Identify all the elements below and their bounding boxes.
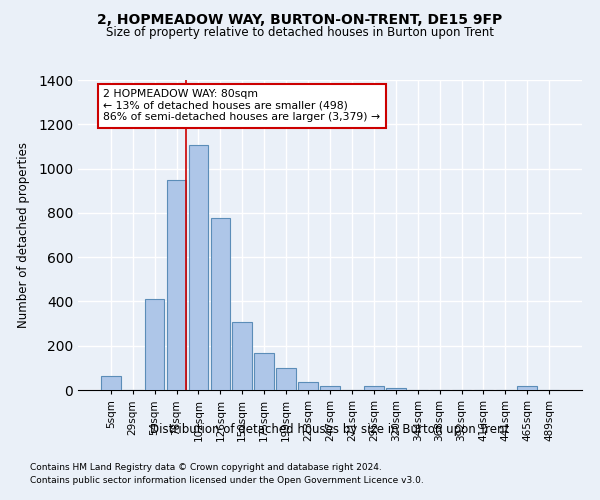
Bar <box>386 388 406 390</box>
Bar <box>188 146 208 390</box>
Bar <box>364 386 384 390</box>
Text: Contains HM Land Registry data © Crown copyright and database right 2024.: Contains HM Land Registry data © Crown c… <box>30 464 382 472</box>
Text: Distribution of detached houses by size in Burton upon Trent: Distribution of detached houses by size … <box>151 422 509 436</box>
Text: 2, HOPMEADOW WAY, BURTON-ON-TRENT, DE15 9FP: 2, HOPMEADOW WAY, BURTON-ON-TRENT, DE15 … <box>97 12 503 26</box>
Bar <box>232 322 252 390</box>
Bar <box>145 299 164 390</box>
Bar <box>254 354 274 390</box>
Bar <box>211 218 230 390</box>
Text: 2 HOPMEADOW WAY: 80sqm
← 13% of detached houses are smaller (498)
86% of semi-de: 2 HOPMEADOW WAY: 80sqm ← 13% of detached… <box>103 90 380 122</box>
Bar <box>276 368 296 390</box>
Bar <box>167 180 187 390</box>
Bar <box>320 386 340 390</box>
Bar <box>298 382 318 390</box>
Bar <box>517 386 537 390</box>
Bar <box>101 376 121 390</box>
Text: Size of property relative to detached houses in Burton upon Trent: Size of property relative to detached ho… <box>106 26 494 39</box>
Y-axis label: Number of detached properties: Number of detached properties <box>17 142 29 328</box>
Text: Contains public sector information licensed under the Open Government Licence v3: Contains public sector information licen… <box>30 476 424 485</box>
